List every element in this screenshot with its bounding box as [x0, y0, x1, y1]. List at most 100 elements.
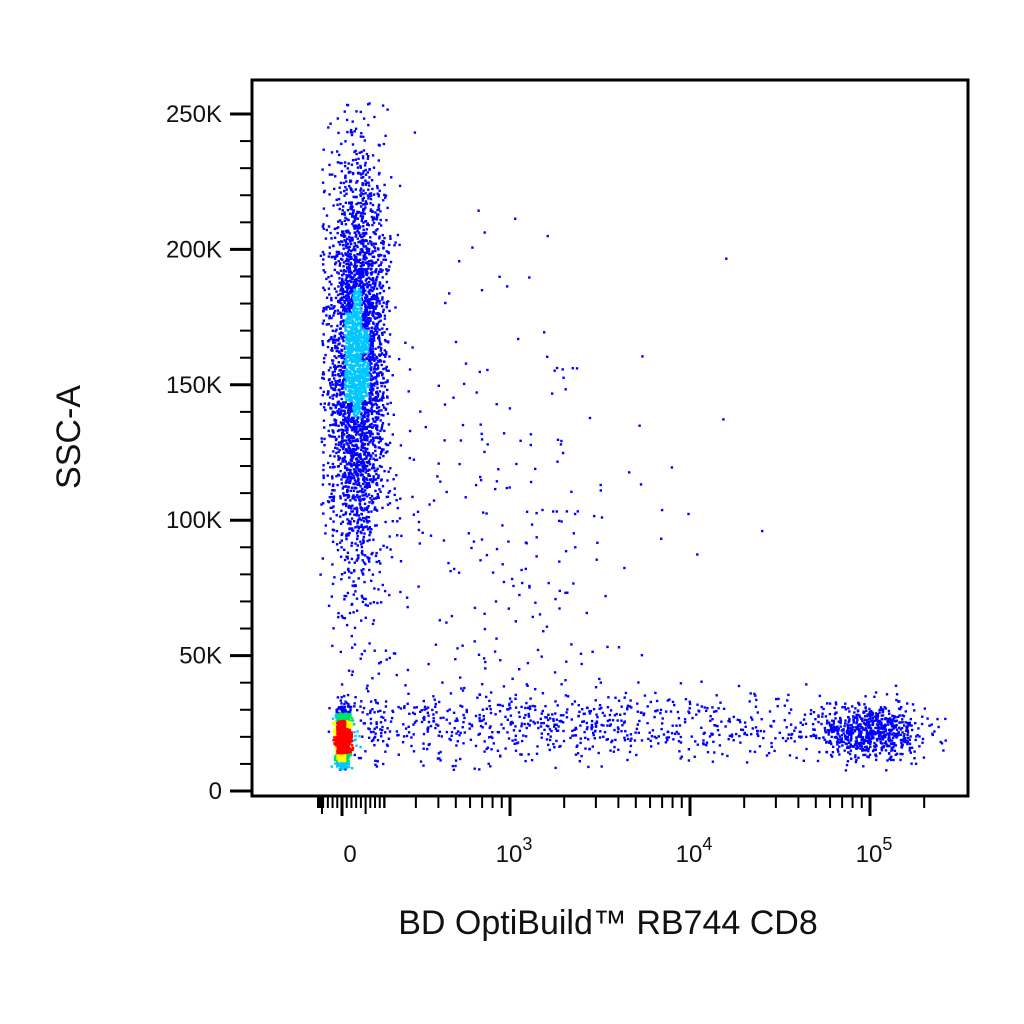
data-point	[363, 410, 367, 414]
data-point	[374, 489, 377, 493]
data-point	[339, 391, 342, 394]
data-point	[516, 741, 520, 744]
data-point	[361, 375, 364, 378]
data-point	[553, 723, 556, 726]
data-point	[882, 727, 886, 730]
data-point	[545, 716, 548, 719]
data-point	[595, 721, 599, 724]
data-point	[362, 386, 365, 389]
data-point	[376, 228, 379, 231]
data-point	[603, 714, 606, 717]
data-point	[328, 496, 331, 499]
data-point	[546, 355, 549, 358]
data-point	[369, 478, 372, 481]
data-point	[331, 338, 334, 341]
data-point	[337, 220, 340, 223]
data-point	[558, 745, 561, 748]
data-point	[579, 652, 583, 655]
data-point	[345, 311, 349, 314]
data-point	[554, 712, 557, 715]
data-point	[374, 449, 377, 453]
data-point	[349, 499, 352, 502]
data-point	[355, 418, 358, 422]
data-point	[383, 338, 387, 342]
data-point	[341, 374, 344, 377]
data-point	[444, 301, 447, 305]
data-point	[367, 443, 370, 446]
data-point	[333, 227, 336, 231]
data-point	[708, 735, 712, 738]
data-point	[892, 746, 895, 749]
data-point	[910, 746, 914, 749]
data-point	[323, 426, 326, 429]
data-point	[679, 735, 682, 739]
data-point	[344, 416, 347, 419]
data-point	[352, 220, 355, 223]
data-point	[380, 241, 383, 245]
data-point	[491, 571, 495, 574]
data-point	[385, 219, 388, 222]
data-point	[344, 385, 347, 388]
data-point	[384, 407, 388, 410]
data-point	[331, 307, 335, 310]
data-point	[361, 442, 364, 445]
data-point	[335, 529, 339, 533]
data-point	[381, 424, 384, 427]
data-point	[439, 480, 442, 483]
data-point	[354, 402, 358, 405]
data-point	[374, 424, 377, 427]
data-point	[399, 444, 403, 447]
data-point	[854, 707, 857, 710]
data-point	[388, 265, 391, 268]
data-point	[368, 252, 371, 255]
data-point	[545, 625, 549, 628]
data-point	[322, 263, 325, 266]
data-point	[881, 745, 884, 749]
data-point	[847, 730, 851, 733]
data-point	[389, 235, 392, 238]
data-point	[359, 719, 363, 722]
data-point	[384, 705, 388, 708]
data-point	[336, 203, 339, 206]
data-point	[343, 164, 347, 168]
data-point	[481, 683, 484, 686]
data-point	[357, 577, 360, 580]
data-point	[348, 474, 351, 477]
data-point	[369, 268, 373, 271]
data-point	[488, 699, 491, 703]
data-point	[348, 412, 351, 415]
data-point	[860, 726, 863, 729]
data-point	[520, 753, 523, 756]
data-point	[359, 201, 362, 205]
data-point	[346, 167, 349, 170]
data-point	[358, 231, 361, 235]
data-point	[901, 714, 904, 717]
data-point	[352, 294, 356, 298]
data-point	[344, 426, 347, 429]
data-point	[358, 498, 361, 502]
data-point	[494, 713, 497, 716]
data-point	[361, 431, 364, 435]
data-point	[377, 248, 380, 251]
data-point	[368, 347, 371, 350]
data-point	[386, 396, 389, 399]
data-point	[370, 378, 373, 382]
data-point	[360, 508, 363, 511]
data-point	[359, 289, 363, 292]
data-point	[730, 735, 734, 738]
data-point	[370, 179, 374, 182]
data-point	[364, 394, 367, 398]
data-point	[762, 736, 765, 740]
data-point	[359, 310, 363, 313]
data-point	[517, 711, 521, 714]
data-point	[880, 748, 884, 752]
data-point	[902, 737, 905, 741]
data-point	[353, 486, 356, 489]
data-point	[385, 280, 389, 284]
data-point	[361, 157, 365, 160]
data-point	[371, 383, 374, 386]
data-point	[330, 325, 333, 328]
data-point	[358, 403, 361, 407]
data-point	[607, 696, 610, 699]
data-point	[846, 738, 849, 741]
